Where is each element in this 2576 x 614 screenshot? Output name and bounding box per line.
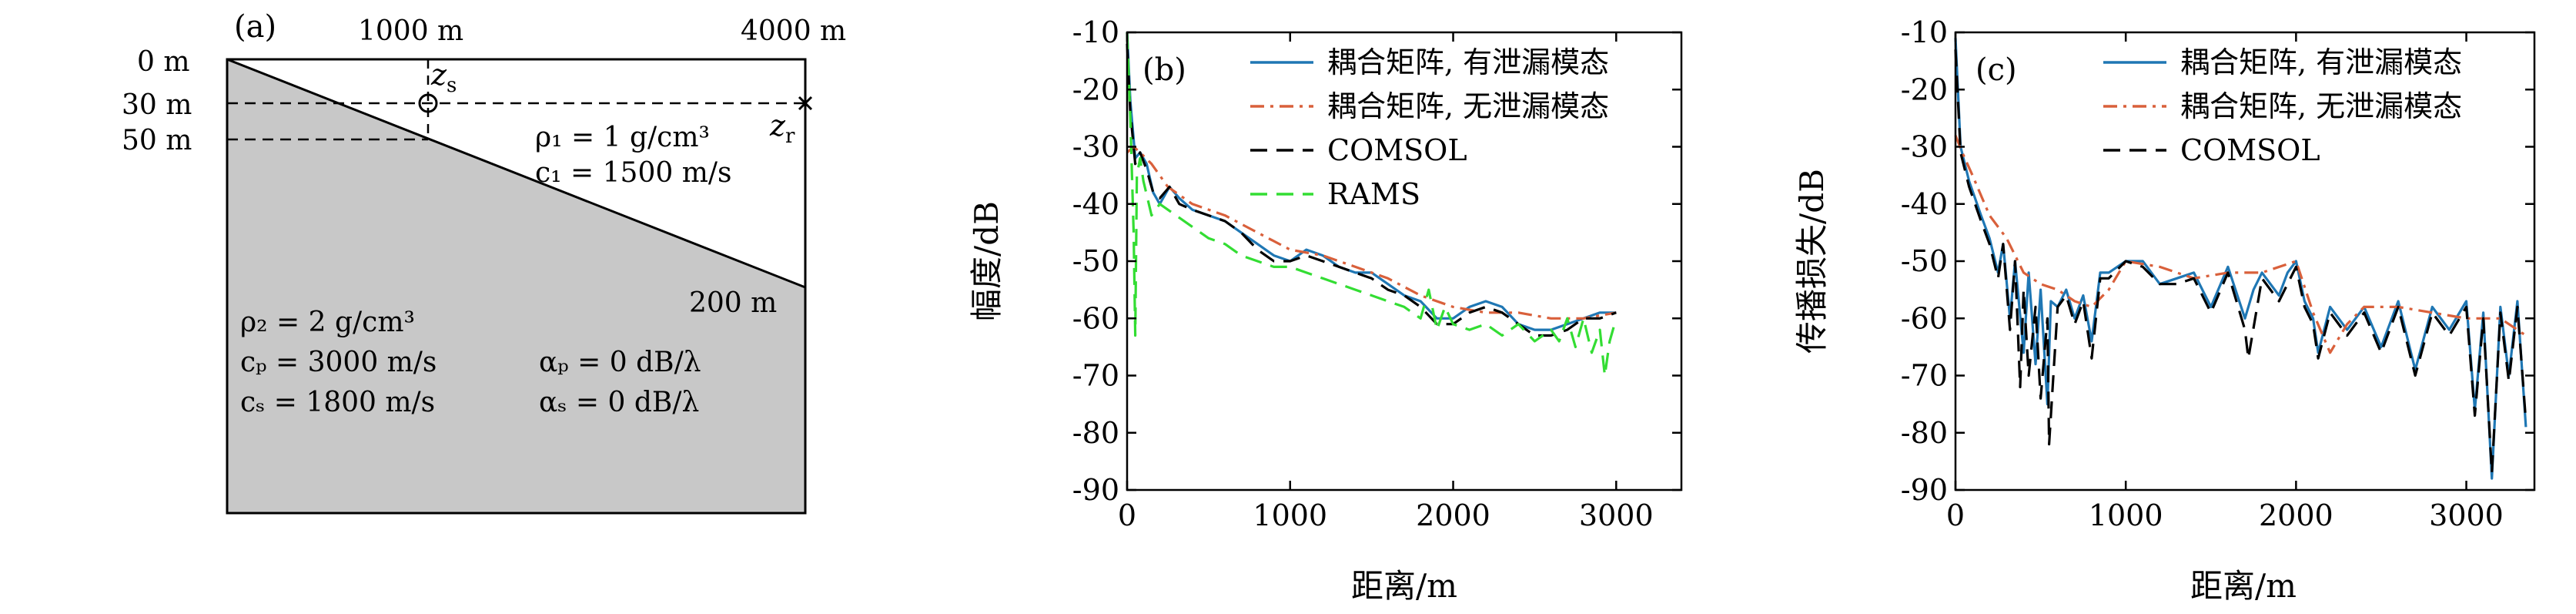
seabed-boundary [226, 58, 806, 289]
c-xtick-label-0: 0 [1946, 498, 1965, 532]
c-xtick-label-2: 2000 [2259, 498, 2333, 532]
c-series-line-1 [1954, 135, 2527, 354]
panel-c-tag: (c) [1975, 52, 2017, 88]
c-series-line-2 [1954, 49, 2527, 475]
panel-a-diagram: (a) 1000 m 4000 m 0 m 30 m 50 m zs zr ρ₁… [122, 9, 846, 515]
source-marker [418, 93, 438, 113]
c-ytick-label-0: -10 [1901, 15, 1948, 49]
c-legend-label-0: 耦合矩阵, 有泄漏模态 [2180, 45, 2462, 79]
b-ytick-label-6: -70 [1072, 359, 1119, 393]
b-ytick-label-5: -60 [1072, 301, 1119, 335]
b-series-line-3 [1126, 32, 1618, 377]
b-series-line-1 [1126, 145, 1617, 320]
panel-c-plot: 0 1000 2000 3000 -10 -20 -30 -40 -50 -60 -70 -80 -90… [1793, 15, 2536, 605]
b-legend-label-3: RAMS [1327, 177, 1420, 211]
panel-b-xlabel: 距离/m [1351, 567, 1457, 605]
sediment-alpha-p: αₚ = 0 dB/λ [539, 347, 701, 378]
panel-b-plot: 0 1000 2000 3000 -10 -20 -30 -40 -50 -60 -70 -80 -90… [968, 15, 1683, 605]
b-ytick-label-2: -30 [1072, 130, 1119, 164]
source-depth-label: zs [430, 58, 457, 97]
b-xtick-label-3: 3000 [1579, 498, 1654, 532]
b-ytick-label-1: -20 [1072, 72, 1119, 106]
panel-c-xlabel: 距离/m [2190, 567, 2297, 605]
panel-b-series [1126, 32, 1618, 377]
sediment-alpha-s: αₛ = 0 dB/λ [539, 387, 699, 418]
b-xtick-label-0: 0 [1118, 498, 1136, 532]
panel-c-series [1954, 38, 2527, 480]
c-series-line-0 [1954, 38, 2527, 480]
panel-c-ylabel: 传播损失/dB [1793, 169, 1831, 354]
c-ytick-label-6: -70 [1901, 359, 1948, 393]
c-legend-label-1: 耦合矩阵, 无泄漏模态 [2180, 89, 2462, 123]
sediment-density: ρ₂ = 2 g/cm³ [240, 307, 415, 338]
b-ytick-label-7: -80 [1072, 416, 1119, 450]
receiver-marker [798, 96, 813, 111]
c-ytick-label-4: -50 [1901, 244, 1948, 278]
receiver-depth-label: zr [769, 109, 795, 148]
c-ytick-label-8: -90 [1901, 473, 1948, 507]
seabed-region [227, 59, 805, 513]
b-ytick-label-8: -90 [1072, 473, 1119, 507]
b-legend-label-2: COMSOL [1327, 133, 1467, 167]
b-legend-label-0: 耦合矩阵, 有泄漏模态 [1327, 45, 1609, 79]
depth-label-30: 30 m [122, 89, 192, 121]
c-ytick-label-2: -30 [1901, 130, 1948, 164]
water-density: ρ₁ = 1 g/cm³ [535, 122, 710, 153]
b-ytick-label-4: -50 [1072, 244, 1119, 278]
water-sound-speed: c₁ = 1500 m/s [535, 157, 731, 189]
depth-label-50: 50 m [122, 125, 192, 156]
b-ytick-label-3: -40 [1072, 187, 1119, 221]
c-xtick-label-3: 3000 [2429, 498, 2504, 532]
range-label-4000: 4000 m [741, 15, 846, 47]
c-ytick-label-5: -60 [1901, 301, 1948, 335]
c-ytick-label-1: -20 [1901, 72, 1948, 106]
b-ytick-label-0: -10 [1072, 15, 1119, 49]
panel-b-tag: (b) [1142, 52, 1186, 88]
b-legend-label-1: 耦合矩阵, 无泄漏模态 [1327, 89, 1609, 123]
c-xtick-label-1: 1000 [2089, 498, 2163, 532]
panel-b-ylabel: 幅度/dB [968, 201, 1005, 321]
panel-a-tag: (a) [234, 9, 276, 45]
panel-c-ticks: 0 1000 2000 3000 -10 -20 -30 -40 -50 -60 -70 -80 -90 [1901, 15, 2534, 532]
c-ytick-label-3: -40 [1901, 187, 1948, 221]
depth-label-0: 0 m [137, 46, 189, 78]
range-label-1000: 1000 m [358, 15, 463, 47]
panel-b-ticks: 0 1000 2000 3000 -10 -20 -30 -40 -50 -60 -70 -80 -90 [1072, 15, 1681, 532]
c-legend-label-2: COMSOL [2180, 133, 2320, 167]
b-xtick-label-2: 2000 [1416, 498, 1490, 532]
bottom-depth-label: 200 m [689, 287, 777, 319]
sediment-cs: cₛ = 1800 m/s [240, 387, 435, 418]
c-ytick-label-7: -80 [1901, 416, 1948, 450]
b-xtick-label-1: 1000 [1253, 498, 1327, 532]
sediment-cp: cₚ = 3000 m/s [240, 347, 437, 378]
